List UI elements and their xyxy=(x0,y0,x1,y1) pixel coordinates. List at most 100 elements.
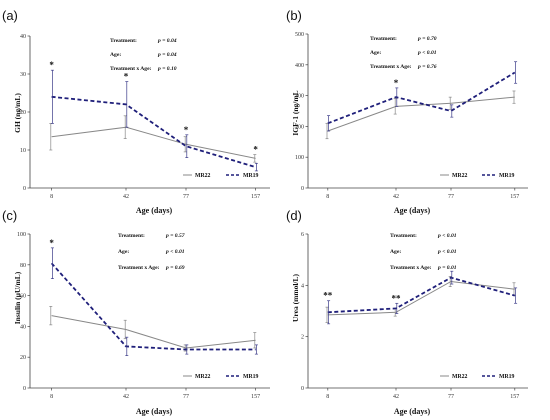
x-tick-label: 77 xyxy=(448,394,454,400)
y-tick-label: 500 xyxy=(295,32,304,38)
y-tick-label: 0 xyxy=(301,186,304,192)
stat-value: p = 0.70 xyxy=(417,36,437,42)
stat-label: Age: xyxy=(110,52,121,58)
x-tick-label: 42 xyxy=(393,194,399,200)
panel-b: (b) IGF-1 (ng/mL Age (days) Treatment: p… xyxy=(286,8,528,215)
stat-value: p = 0.69 xyxy=(165,265,185,271)
stat-label: Age: xyxy=(118,249,129,255)
significance-marker: * xyxy=(124,72,129,82)
stat-label: Treatment: xyxy=(370,36,397,42)
y-tick-label: 400 xyxy=(295,63,304,69)
stat-label: Treatment x Age: xyxy=(118,265,160,271)
series-line-mr19 xyxy=(327,71,516,125)
stat-value: p = 0.01 xyxy=(437,265,457,271)
series-line-mr22 xyxy=(327,96,515,132)
stats-block: Treatment: p = 0.57 Age: p < 0.01 Treatm… xyxy=(118,233,185,271)
legend: MR22 MR19 xyxy=(183,374,259,380)
series-line-mr19 xyxy=(327,276,516,314)
y-tick-label: 0 xyxy=(23,386,26,392)
x-axis-label: Age (days) xyxy=(136,407,173,416)
y-tick-label: 300 xyxy=(295,94,304,100)
legend-label: MR22 xyxy=(195,374,211,380)
stat-value: p < 0.01 xyxy=(437,233,457,239)
x-tick-label: 157 xyxy=(510,394,519,400)
significance-marker: ** xyxy=(392,293,402,303)
legend-label: MR22 xyxy=(195,173,211,179)
y-tick-label: 6 xyxy=(301,232,304,238)
panel-a: (a) GH (ng/mL) Age (days) Treatment: p =… xyxy=(2,8,270,215)
y-axis-label: Urea (mmol/L) xyxy=(291,274,300,322)
legend-label: MR22 xyxy=(452,173,468,179)
x-tick-label: 8 xyxy=(326,194,329,200)
y-axis-label: GH (ng/mL) xyxy=(13,93,22,133)
series-line-mr22 xyxy=(327,280,515,316)
x-tick-label: 157 xyxy=(510,194,519,200)
series-line-mr19 xyxy=(51,95,256,168)
legend-label: MR19 xyxy=(243,173,259,179)
stat-value: p < 0.01 xyxy=(165,249,185,255)
stat-value: p < 0.01 xyxy=(417,50,437,56)
legend-label: MR19 xyxy=(499,374,515,380)
x-tick-label: 8 xyxy=(326,394,329,400)
y-tick-label: 30 xyxy=(20,72,26,78)
y-tick-label: 40 xyxy=(20,34,26,40)
x-tick-label: 77 xyxy=(183,394,189,400)
y-tick-label: 80 xyxy=(20,263,26,269)
y-tick-label: 20 xyxy=(20,110,26,116)
panel-letter: (c) xyxy=(2,208,17,223)
series-line-mr19 xyxy=(50,262,256,351)
series-line-mr22 xyxy=(51,126,256,159)
panel-letter: (a) xyxy=(2,8,18,23)
panel-c: (c) Insulin (µU/mL) Age (days) Treatment… xyxy=(2,208,270,416)
stat-label: Treatment: xyxy=(118,233,145,239)
stat-value: p = 0.04 xyxy=(157,38,177,44)
stat-label: Age: xyxy=(370,50,381,56)
x-tick-label: 8 xyxy=(50,394,53,400)
stat-label: Treatment x Age: xyxy=(370,64,412,70)
stat-label: Treatment: xyxy=(390,233,417,239)
x-tick-label: 157 xyxy=(251,394,260,400)
stat-value: p = 0.76 xyxy=(417,64,437,70)
x-axis-label: Age (days) xyxy=(394,206,431,215)
stat-label: Age: xyxy=(390,249,401,255)
legend: MR22 MR19 xyxy=(440,374,515,380)
legend-label: MR19 xyxy=(243,374,259,380)
x-axis-label: Age (days) xyxy=(394,407,431,416)
y-tick-label: 40 xyxy=(20,324,26,330)
significance-marker: * xyxy=(49,60,54,70)
y-tick-label: 10 xyxy=(20,148,26,154)
y-tick-label: 0 xyxy=(301,386,304,392)
y-tick-label: 0 xyxy=(23,186,26,192)
panel-letter: (d) xyxy=(286,208,302,223)
stat-label: Treatment x Age: xyxy=(390,265,432,271)
legend: MR22 MR19 xyxy=(183,173,259,179)
y-tick-label: 200 xyxy=(295,124,304,130)
y-tick-label: 100 xyxy=(295,155,304,161)
x-tick-label: 42 xyxy=(123,394,129,400)
panel-d: (d) Urea (mmol/L) Age (days) Treatment: … xyxy=(286,208,528,416)
x-axis-label: Age (days) xyxy=(136,206,173,215)
stats-block: Treatment: p < 0.01 Age: p < 0.01 Treatm… xyxy=(390,233,457,271)
y-axis-label: Insulin (µU/mL) xyxy=(13,271,22,324)
series-line-mr22 xyxy=(51,315,256,349)
y-tick-label: 100 xyxy=(17,232,26,238)
significance-marker: * xyxy=(394,78,399,88)
significance-marker: * xyxy=(49,238,54,248)
x-tick-label: 8 xyxy=(50,194,53,200)
x-tick-label: 42 xyxy=(123,194,129,200)
stats-block: Treatment: p = 0.04 Age: p = 0.04 Treatm… xyxy=(110,38,177,72)
stat-value: p = 0.57 xyxy=(165,233,185,239)
stat-label: Treatment x Age: xyxy=(110,66,152,72)
y-tick-label: 60 xyxy=(20,294,26,300)
stat-value: p = 0.10 xyxy=(157,66,177,72)
x-tick-label: 42 xyxy=(393,394,399,400)
significance-marker: * xyxy=(253,145,258,155)
stat-value: p = 0.04 xyxy=(157,52,177,58)
x-tick-label: 157 xyxy=(251,194,260,200)
y-axis-label: IGF-1 (ng/mL xyxy=(291,90,300,135)
significance-marker: * xyxy=(184,125,189,135)
y-tick-label: 20 xyxy=(20,355,26,361)
x-tick-label: 77 xyxy=(183,194,189,200)
y-tick-label: 2 xyxy=(301,335,304,341)
